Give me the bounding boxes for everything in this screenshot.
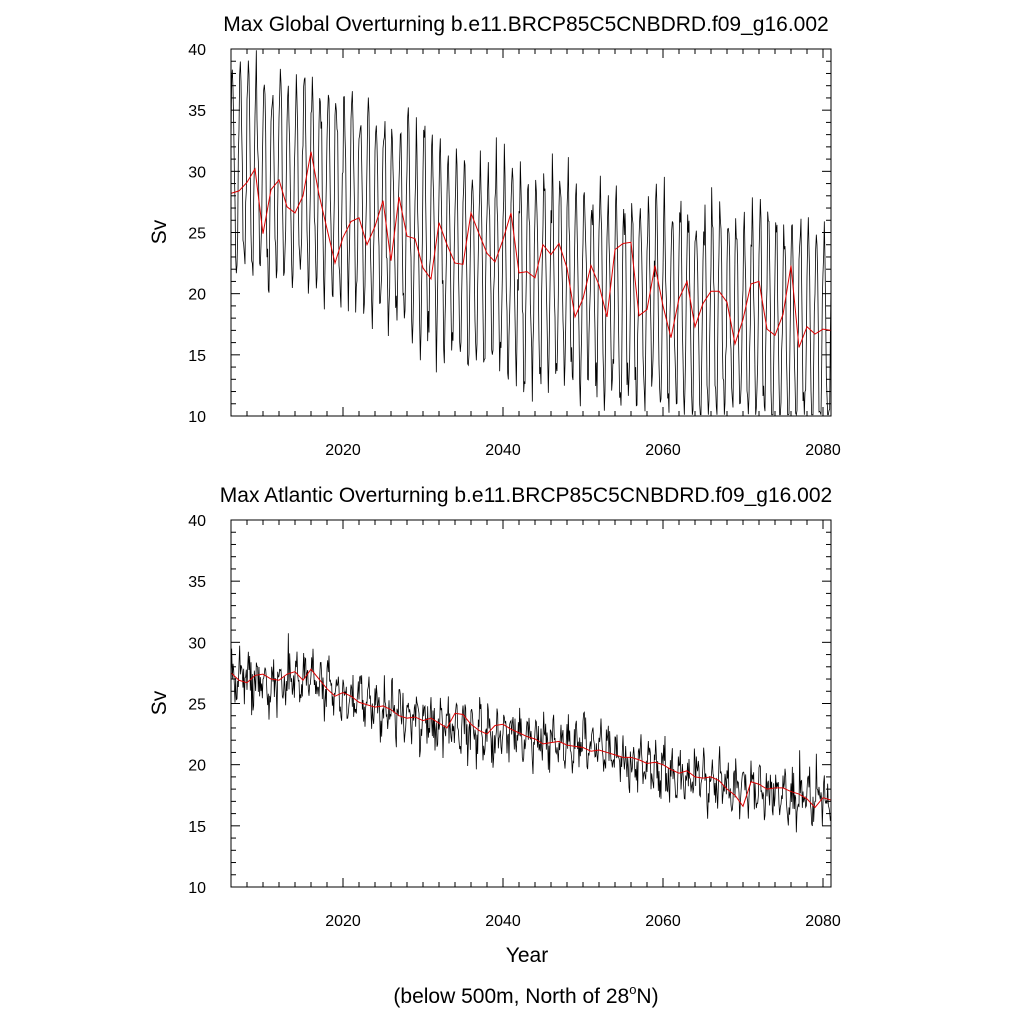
plot-frame-global: [230, 48, 832, 417]
global-overturning-panel: Max Global Overturning b.e11.BRCP85C5CNB…: [148, 13, 841, 459]
x-tick-labels-global: 2020 2040 2060 2080: [325, 442, 841, 459]
y-tick-label: 35: [188, 574, 206, 591]
tick-marks-atlantic: [230, 519, 831, 888]
y-tick-label: 10: [188, 880, 206, 897]
x-axis-label-atlantic: Year: [506, 944, 548, 967]
series-lines-atlantic: [230, 633, 832, 833]
atlantic-overturning-panel: Max Atlantic Overturning b.e11.BRCP85C5C…: [148, 484, 841, 967]
y-tick-label: 20: [188, 287, 206, 304]
footer-superscript: o: [629, 982, 636, 997]
y-axis-label-global: Sv: [148, 219, 171, 244]
series-annual-mean: [230, 151, 832, 348]
series-monthly: [230, 50, 832, 417]
x-tick-label: 2040: [485, 442, 521, 459]
y-tick-label: 10: [188, 409, 206, 426]
x-tick-label: 2020: [325, 913, 361, 930]
x-tick-labels-atlantic: 2020 2040 2060 2080: [325, 913, 841, 930]
tick-marks-global: [230, 48, 831, 417]
x-tick-label: 2040: [485, 913, 521, 930]
footer-text-main: (below 500m, North of 28: [393, 985, 629, 1008]
x-tick-label: 2020: [325, 442, 361, 459]
chart-title-atlantic: Max Atlantic Overturning b.e11.BRCP85C5C…: [220, 484, 832, 507]
x-tick-label: 2060: [645, 442, 681, 459]
y-tick-label: 30: [188, 164, 206, 181]
y-tick-label: 40: [188, 42, 206, 59]
footer-text-end: N): [636, 985, 658, 1008]
x-tick-label: 2060: [645, 913, 681, 930]
y-tick-label: 25: [188, 226, 206, 243]
x-tick-label: 2080: [805, 442, 841, 459]
y-tick-label: 30: [188, 635, 206, 652]
x-tick-label: 2080: [805, 913, 841, 930]
plot-frame-atlantic: [230, 519, 832, 888]
y-tick-labels-atlantic: 10 15 20 25 30 35 40: [188, 513, 206, 897]
series-lines-global: [230, 50, 832, 417]
y-tick-label: 15: [188, 348, 206, 365]
series-annual-mean: [230, 668, 832, 809]
footer-note: (below 500m, North of 28oN): [393, 982, 658, 1008]
y-tick-labels-global: 10 15 20 25 30 35 40: [188, 42, 206, 426]
y-tick-label: 15: [188, 819, 206, 836]
y-axis-label-atlantic: Sv: [148, 690, 171, 715]
y-tick-label: 20: [188, 758, 206, 775]
series-monthly: [230, 633, 832, 833]
y-tick-label: 40: [188, 513, 206, 530]
y-tick-label: 25: [188, 697, 206, 714]
chart-title-global: Max Global Overturning b.e11.BRCP85C5CNB…: [223, 13, 828, 36]
y-tick-label: 35: [188, 103, 206, 120]
